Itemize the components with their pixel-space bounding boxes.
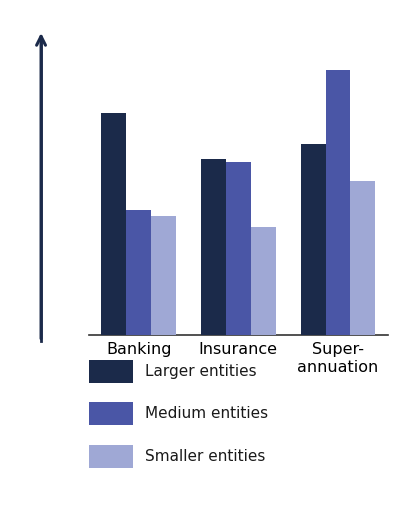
Bar <box>350 182 375 335</box>
Bar <box>226 162 251 335</box>
Bar <box>101 113 126 335</box>
Text: More mature: More mature <box>0 137 1 235</box>
Bar <box>301 144 326 335</box>
Bar <box>151 216 176 335</box>
Bar <box>201 159 226 335</box>
Text: Medium entities: Medium entities <box>145 406 269 422</box>
Bar <box>126 210 151 335</box>
Bar <box>326 70 350 335</box>
Bar <box>251 227 276 335</box>
Text: Larger entities: Larger entities <box>145 364 257 379</box>
Text: Smaller entities: Smaller entities <box>145 448 266 464</box>
